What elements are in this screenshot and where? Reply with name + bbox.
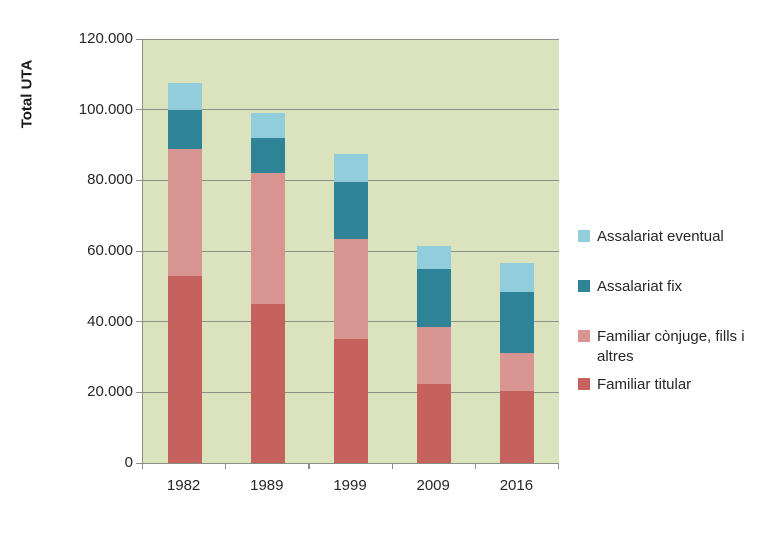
y-axis-tick	[136, 38, 142, 40]
y-tick-label: 20.000	[87, 383, 133, 401]
y-tick-label: 40.000	[87, 312, 133, 330]
legend-label: Assalariat fix	[597, 278, 683, 295]
x-axis-tick	[474, 463, 477, 469]
legend-swatch	[578, 280, 590, 292]
x-axis-tick	[142, 463, 144, 469]
legend-item: Assalariat eventual	[578, 227, 724, 247]
bar-segment	[167, 83, 202, 110]
y-tick-label: 100.000	[78, 100, 133, 118]
bar-segment	[500, 263, 535, 292]
gridline	[143, 38, 559, 40]
y-tick-label: 0	[124, 454, 133, 471]
x-tick-label: 1989	[250, 477, 284, 494]
bar-segment	[250, 113, 285, 138]
x-tick-label: 1982	[166, 477, 201, 494]
bar-segment	[334, 153, 368, 183]
bar-segment	[167, 148, 202, 276]
x-tick-label: 1999	[333, 477, 367, 494]
bar-segment	[334, 339, 368, 463]
legend-label: Familiar titular	[597, 376, 692, 393]
x-axis-tick	[308, 463, 310, 469]
y-axis-tick	[136, 250, 142, 252]
bar-segment	[417, 383, 452, 463]
legend-swatch	[578, 378, 590, 390]
bar-segment	[167, 109, 202, 149]
bar-2016	[500, 39, 535, 463]
bar-segment	[250, 304, 285, 463]
x-tick-label: 2009	[416, 477, 450, 494]
bar-segment	[334, 238, 368, 340]
legend-label: Assalariat eventual	[597, 228, 724, 245]
y-tick-label: 120.000	[78, 30, 133, 47]
y-axis-tick	[136, 462, 142, 464]
bar-1989	[250, 39, 285, 463]
bar-segment	[417, 326, 452, 384]
legend-swatch	[578, 230, 590, 242]
y-axis-tick	[136, 321, 142, 323]
bar-segment	[167, 275, 202, 463]
legend-item: Familiar cònjuge, fills i altres	[578, 327, 757, 367]
y-axis-title: Total UTA	[18, 59, 36, 129]
y-axis-tick	[136, 391, 142, 394]
legend-swatch	[578, 330, 590, 342]
x-tick-label: 2016	[499, 477, 534, 494]
bar-segment	[500, 353, 535, 391]
y-axis-tick	[136, 109, 142, 111]
y-tick-label: 80.000	[87, 171, 133, 189]
y-tick-label: 60.000	[87, 242, 133, 259]
bar-segment	[500, 291, 535, 354]
bar-segment	[250, 137, 285, 174]
x-axis-tick	[558, 463, 560, 469]
x-axis-tick	[391, 463, 393, 469]
bar-segment	[417, 268, 452, 327]
bar-2009	[417, 39, 452, 463]
bar-1999	[334, 39, 368, 463]
bar-segment	[250, 173, 285, 304]
plot-area	[142, 38, 559, 464]
bar-1982	[167, 39, 202, 463]
bar-segment	[334, 182, 368, 239]
gridline	[143, 109, 559, 111]
bar-segment	[417, 245, 452, 269]
legend-item: Familiar titular	[578, 375, 691, 395]
legend-item: Assalariat fix	[578, 277, 682, 297]
x-axis-tick	[225, 463, 227, 469]
bar-segment	[500, 390, 535, 463]
y-axis-tick	[136, 179, 142, 182]
legend-label: Familiar cònjuge, fills i altres	[597, 328, 745, 365]
